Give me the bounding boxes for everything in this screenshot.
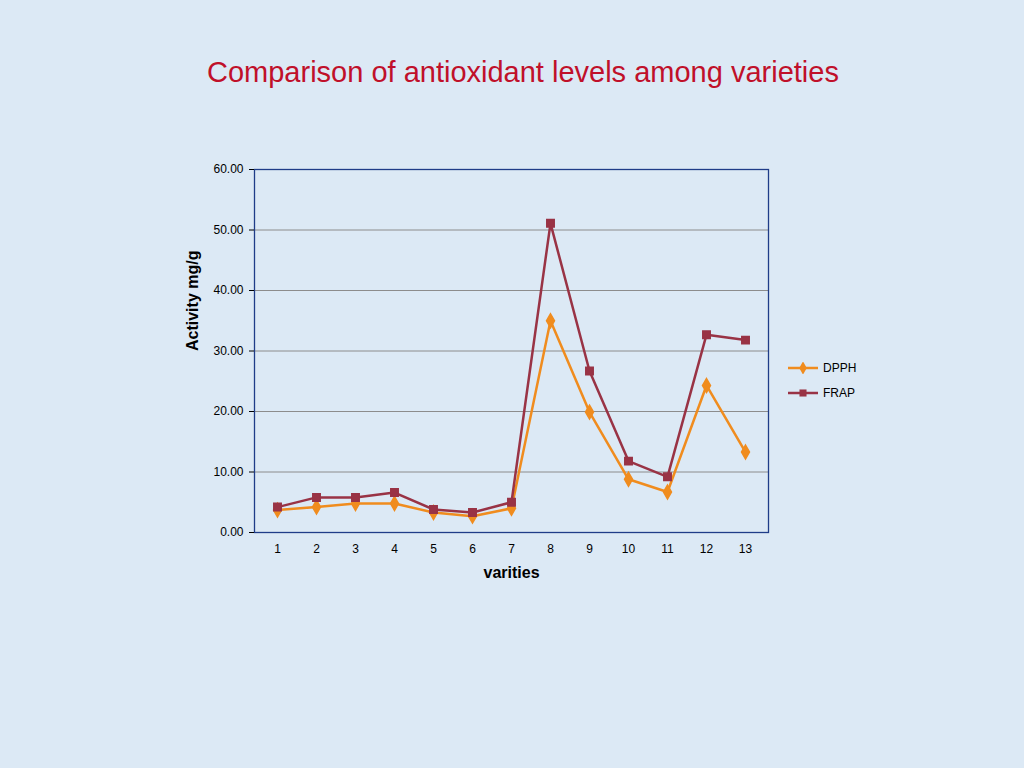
svg-text:40.00: 40.00 <box>213 283 243 297</box>
svg-text:4: 4 <box>391 542 398 556</box>
svg-text:varities: varities <box>483 564 539 581</box>
svg-text:9: 9 <box>586 542 593 556</box>
svg-text:60.00: 60.00 <box>213 162 243 176</box>
svg-text:11: 11 <box>661 542 674 556</box>
svg-text:3: 3 <box>352 542 359 556</box>
svg-text:1: 1 <box>274 542 281 556</box>
svg-text:30.00: 30.00 <box>213 344 243 358</box>
svg-text:5: 5 <box>430 542 437 556</box>
svg-text:10: 10 <box>622 542 636 556</box>
svg-text:10.00: 10.00 <box>213 465 243 479</box>
svg-text:7: 7 <box>508 542 515 556</box>
svg-text:8: 8 <box>547 542 554 556</box>
svg-text:Activity mg/g: Activity mg/g <box>184 251 201 351</box>
svg-text:0.00: 0.00 <box>220 525 244 539</box>
svg-text:12: 12 <box>700 542 714 556</box>
svg-text:2: 2 <box>313 542 320 556</box>
svg-text:13: 13 <box>739 542 753 556</box>
svg-text:20.00: 20.00 <box>213 404 243 418</box>
svg-text:50.00: 50.00 <box>213 223 243 237</box>
html-text:DPPH: DPPH <box>823 360 857 375</box>
html-text:Comparison of antioxidant leve: Comparison of antioxidant levels among v… <box>207 56 839 88</box>
html-text:FRAP: FRAP <box>823 385 855 400</box>
svg-text:6: 6 <box>469 542 476 556</box>
